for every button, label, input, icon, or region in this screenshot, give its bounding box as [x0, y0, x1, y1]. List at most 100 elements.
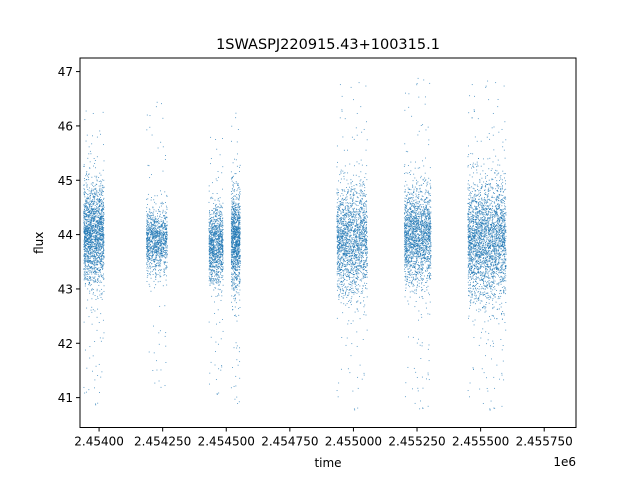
data-point: [234, 234, 235, 236]
data-point: [96, 204, 98, 206]
data-point: [165, 362, 167, 363]
data-point: [151, 240, 152, 241]
data-point: [83, 225, 85, 227]
data-point: [208, 236, 210, 238]
data-point: [157, 281, 159, 283]
data-point: [85, 221, 87, 223]
data-point: [231, 253, 233, 255]
data-point: [164, 215, 166, 217]
data-point: [215, 249, 217, 251]
data-point: [235, 239, 237, 241]
data-point: [235, 204, 237, 206]
data-point: [235, 237, 237, 239]
data-point: [211, 258, 213, 260]
data-point: [220, 220, 222, 222]
data-point: [146, 248, 148, 250]
data-point: [84, 231, 86, 233]
data-point: [166, 242, 168, 244]
data-point: [212, 230, 214, 232]
data-point: [89, 278, 91, 279]
data-point: [236, 263, 238, 265]
data-point: [215, 275, 217, 277]
data-point: [86, 221, 88, 223]
data-point: [86, 224, 88, 226]
data-point: [233, 232, 235, 234]
data-point: [231, 246, 233, 248]
data-point: [85, 213, 87, 214]
data-point: [153, 232, 154, 234]
data-point: [91, 220, 93, 222]
data-point: [158, 249, 160, 251]
data-point: [99, 188, 101, 190]
data-point: [221, 206, 223, 208]
data-point: [208, 265, 210, 267]
data-point: [84, 247, 86, 249]
data-point: [96, 156, 98, 158]
data-point: [233, 202, 234, 204]
data-point: [145, 246, 147, 247]
data-point: [211, 219, 213, 221]
data-point: [215, 266, 216, 268]
data-point: [222, 224, 224, 226]
data-point: [92, 204, 94, 206]
data-point: [213, 289, 215, 291]
data-point: [149, 212, 151, 214]
data-point: [99, 282, 101, 284]
data-point: [100, 227, 101, 229]
data-point: [83, 226, 85, 228]
data-point: [163, 274, 165, 276]
data-point: [85, 259, 87, 261]
data-point: [217, 244, 219, 246]
data-point: [89, 249, 91, 251]
data-point: [88, 153, 90, 155]
data-point: [158, 210, 160, 212]
data-point: [101, 288, 103, 290]
data-point: [238, 229, 239, 231]
data-point: [162, 219, 164, 221]
data-point: [209, 372, 211, 374]
data-point: [217, 284, 219, 286]
data-point: [220, 232, 222, 234]
data-point: [218, 253, 220, 255]
data-point: [97, 221, 99, 223]
data-point: [86, 228, 88, 230]
data-point: [84, 204, 86, 206]
data-point: [86, 184, 88, 186]
data-point: [93, 158, 95, 159]
data-point: [146, 262, 148, 264]
data-point: [153, 352, 155, 354]
data-point: [238, 222, 239, 224]
data-point: [217, 263, 219, 265]
data-point: [233, 279, 235, 281]
data-point: [222, 275, 224, 277]
data-point: [232, 248, 234, 250]
data-point: [235, 342, 237, 344]
data-point: [97, 278, 99, 279]
data-point: [162, 252, 163, 254]
data-point: [96, 242, 98, 244]
data-point: [237, 262, 238, 264]
data-point: [220, 252, 222, 254]
data-point: [84, 270, 86, 272]
data-point: [88, 211, 90, 213]
data-point: [162, 225, 164, 227]
data-point: [101, 192, 103, 194]
data-point: [214, 259, 216, 261]
data-point: [235, 235, 237, 237]
data-point: [233, 198, 235, 200]
data-point: [215, 341, 217, 343]
data-point: [239, 215, 241, 217]
data-point: [234, 268, 236, 270]
data-point: [235, 261, 237, 263]
data-point: [89, 234, 91, 236]
data-point: [88, 176, 89, 178]
data-point: [154, 195, 156, 197]
data-point: [103, 255, 105, 257]
data-point: [238, 294, 240, 296]
data-point: [102, 236, 104, 238]
data-point: [152, 218, 154, 220]
data-point: [148, 283, 150, 285]
data-point: [208, 232, 210, 233]
data-point: [232, 244, 234, 246]
data-point: [152, 230, 154, 232]
